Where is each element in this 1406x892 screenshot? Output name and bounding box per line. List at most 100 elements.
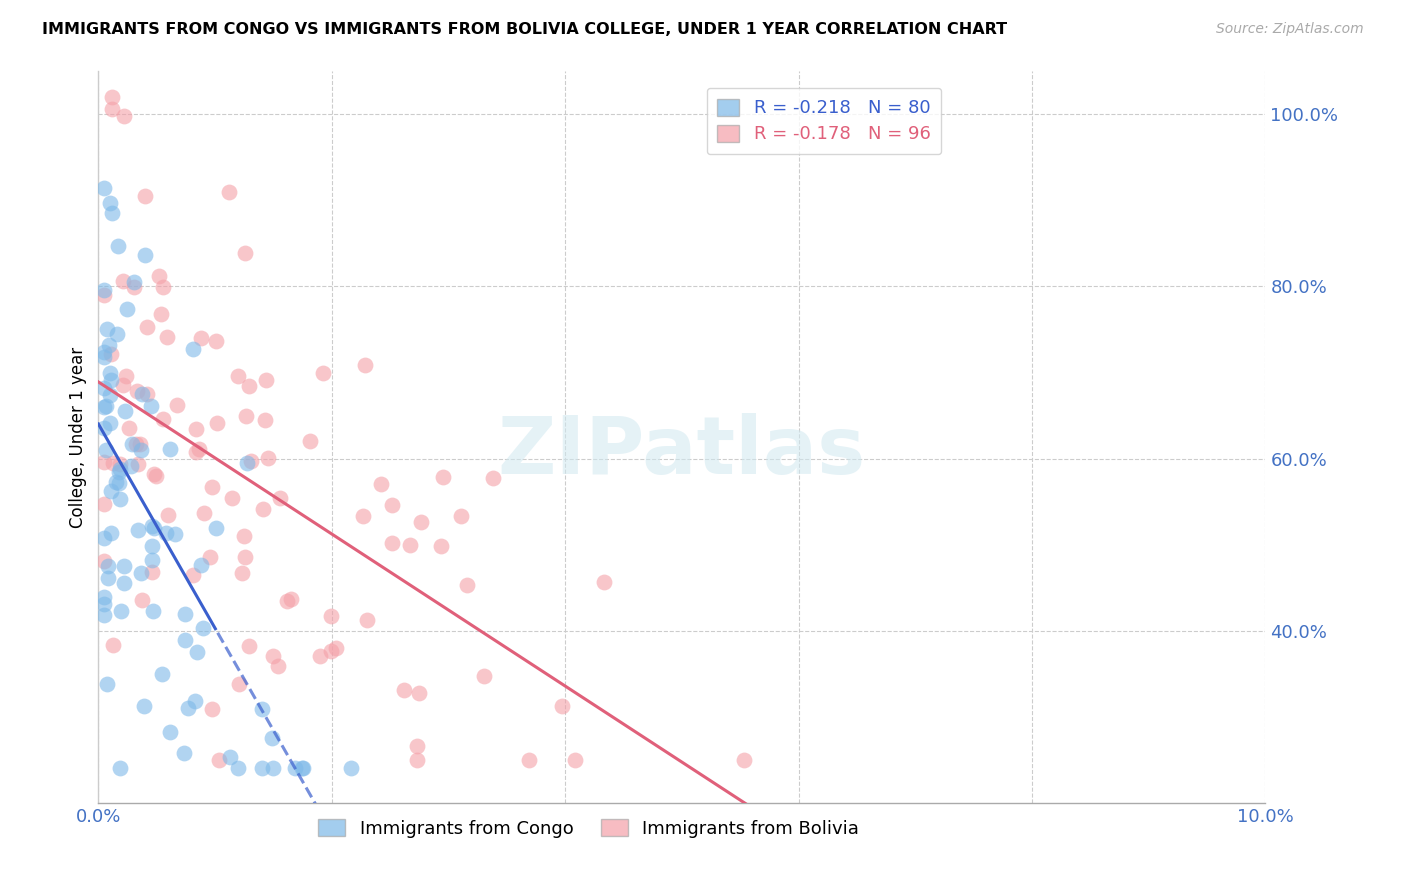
Point	[122, 275, 145, 289]
Point	[198, 549, 221, 564]
Point	[392, 683, 415, 698]
Point	[98, 338, 121, 352]
Point	[218, 185, 240, 199]
Point	[187, 442, 209, 457]
Point	[564, 753, 586, 767]
Point	[108, 457, 131, 471]
Point	[127, 457, 149, 471]
Point	[593, 574, 616, 589]
Point	[112, 558, 135, 573]
Point	[205, 417, 228, 431]
Point	[136, 320, 159, 334]
Point	[104, 475, 127, 489]
Point	[186, 445, 208, 459]
Point	[107, 475, 129, 490]
Point	[299, 434, 322, 449]
Point	[319, 643, 342, 657]
Point	[456, 578, 478, 592]
Legend: Immigrants from Congo, Immigrants from Bolivia: Immigrants from Congo, Immigrants from B…	[311, 812, 866, 845]
Point	[228, 761, 250, 775]
Point	[98, 196, 121, 211]
Point	[201, 480, 224, 494]
Point	[201, 701, 224, 715]
Point	[228, 677, 250, 691]
Point	[381, 536, 404, 550]
Point	[98, 388, 121, 402]
Point	[129, 442, 152, 457]
Point	[269, 491, 291, 505]
Point	[208, 753, 231, 767]
Point	[381, 498, 404, 512]
Point	[107, 239, 129, 253]
Point	[340, 761, 363, 775]
Point	[152, 412, 174, 426]
Point	[100, 526, 122, 541]
Point	[260, 731, 283, 746]
Point	[472, 669, 495, 683]
Point	[166, 398, 188, 412]
Point	[238, 379, 260, 393]
Point	[114, 368, 136, 383]
Point	[252, 502, 274, 516]
Point	[157, 508, 180, 523]
Point	[190, 331, 212, 345]
Point	[238, 639, 260, 653]
Point	[276, 594, 298, 608]
Point	[96, 676, 118, 690]
Point	[226, 368, 249, 383]
Point	[110, 604, 132, 618]
Point	[319, 609, 342, 624]
Point	[93, 181, 115, 195]
Point	[94, 399, 117, 413]
Point	[93, 350, 115, 364]
Y-axis label: College, Under 1 year: College, Under 1 year	[69, 346, 87, 528]
Point	[205, 334, 228, 348]
Point	[101, 90, 124, 104]
Point	[184, 694, 207, 708]
Point	[204, 520, 226, 534]
Point	[155, 526, 177, 541]
Point	[148, 269, 170, 284]
Point	[239, 454, 262, 468]
Point	[284, 761, 307, 775]
Point	[101, 205, 124, 219]
Point	[155, 330, 177, 344]
Point	[107, 465, 129, 479]
Text: IMMIGRANTS FROM CONGO VS IMMIGRANTS FROM BOLIVIA COLLEGE, UNDER 1 YEAR CORRELATI: IMMIGRANTS FROM CONGO VS IMMIGRANTS FROM…	[42, 22, 1007, 37]
Point	[118, 420, 141, 434]
Point	[134, 189, 156, 203]
Point	[406, 753, 429, 767]
Point	[254, 412, 277, 426]
Point	[429, 539, 451, 553]
Point	[101, 457, 124, 471]
Point	[141, 553, 163, 567]
Point	[127, 523, 149, 537]
Point	[134, 248, 156, 262]
Point	[100, 483, 122, 498]
Point	[132, 699, 155, 714]
Point	[142, 604, 165, 618]
Point	[93, 345, 115, 359]
Point	[163, 526, 186, 541]
Point	[408, 686, 430, 700]
Point	[136, 387, 159, 401]
Point	[232, 529, 254, 543]
Point	[231, 566, 253, 580]
Point	[250, 702, 273, 716]
Point	[235, 409, 257, 424]
Point	[262, 649, 284, 664]
Point	[267, 659, 290, 673]
Point	[406, 739, 429, 754]
Point	[131, 593, 153, 607]
Point	[112, 377, 135, 392]
Point	[354, 358, 377, 372]
Point	[174, 632, 197, 647]
Point	[122, 280, 145, 294]
Point	[112, 575, 135, 590]
Point	[114, 404, 136, 418]
Point	[221, 491, 243, 505]
Point	[482, 471, 505, 485]
Point	[93, 531, 115, 545]
Point	[356, 613, 378, 627]
Point	[93, 288, 115, 302]
